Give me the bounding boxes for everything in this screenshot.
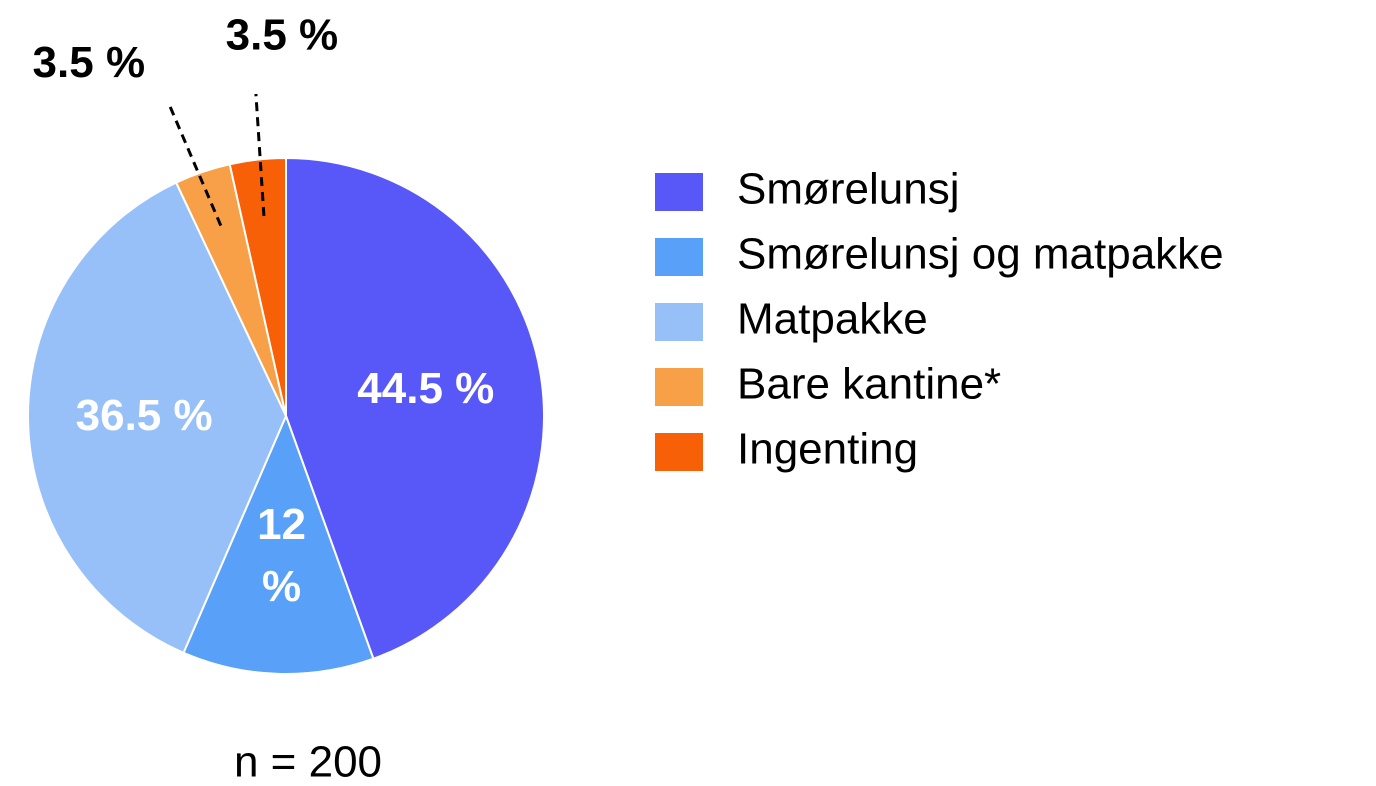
legend-swatch [655,433,703,471]
sample-size: n = 200 [234,738,382,786]
legend-label: Bare kantine* [737,360,1001,409]
legend-swatch [655,238,703,276]
legend-swatch [655,303,703,341]
legend-swatch [655,173,703,211]
slice-label: 12% [257,499,306,610]
pie-slice [27,181,288,655]
slice-label: 44.5 % [357,364,494,413]
legend-swatch [655,368,703,406]
pie-slice [285,156,545,661]
legend-label: Smørelunsj og matpakke [737,230,1224,279]
pie-slice [182,413,375,675]
leader-line [254,93,266,217]
legend-label: Matpakke [737,295,928,344]
legend-label: Smørelunsj [737,165,960,214]
leader-line [167,103,223,227]
slice-label: 3.5 % [33,38,146,87]
slice-label: 3.5 % [226,11,339,60]
pie-slice [228,156,287,417]
slice-label: 36.5 % [76,391,213,440]
legend-label: Ingenting [737,425,918,474]
